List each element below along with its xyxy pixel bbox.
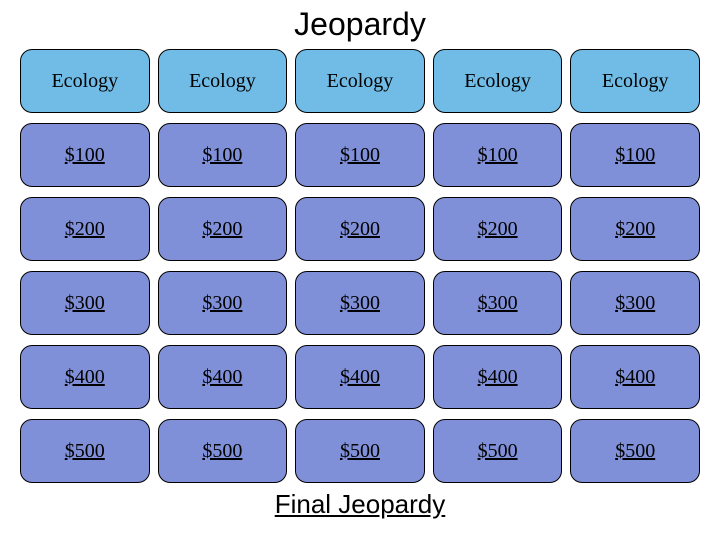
value-cell[interactable]: $100 [570, 123, 700, 187]
value-cell[interactable]: $300 [433, 271, 563, 335]
value-cell[interactable]: $200 [158, 197, 288, 261]
value-cell[interactable]: $100 [295, 123, 425, 187]
value-cell[interactable]: $500 [158, 419, 288, 483]
value-cell[interactable]: $200 [295, 197, 425, 261]
value-cell[interactable]: $300 [570, 271, 700, 335]
game-title: Jeopardy [0, 0, 720, 49]
value-cell[interactable]: $300 [20, 271, 150, 335]
value-cell[interactable]: $200 [570, 197, 700, 261]
value-cell[interactable]: $100 [20, 123, 150, 187]
value-cell[interactable]: $200 [20, 197, 150, 261]
category-header: Ecology [295, 49, 425, 113]
page: Jeopardy Ecology Ecology Ecology Ecology… [0, 0, 720, 540]
value-cell[interactable]: $400 [570, 345, 700, 409]
value-cell[interactable]: $300 [158, 271, 288, 335]
value-cell[interactable]: $400 [295, 345, 425, 409]
value-cell[interactable]: $500 [20, 419, 150, 483]
final-jeopardy-link[interactable]: Final Jeopardy [0, 489, 720, 520]
value-cell[interactable]: $400 [158, 345, 288, 409]
value-cell[interactable]: $400 [20, 345, 150, 409]
value-cell[interactable]: $100 [433, 123, 563, 187]
value-cell[interactable]: $100 [158, 123, 288, 187]
category-header: Ecology [570, 49, 700, 113]
value-cell[interactable]: $300 [295, 271, 425, 335]
value-cell[interactable]: $500 [295, 419, 425, 483]
category-header: Ecology [158, 49, 288, 113]
value-cell[interactable]: $400 [433, 345, 563, 409]
value-cell[interactable]: $500 [433, 419, 563, 483]
category-header: Ecology [20, 49, 150, 113]
jeopardy-board: Ecology Ecology Ecology Ecology Ecology … [20, 49, 700, 483]
category-header: Ecology [433, 49, 563, 113]
value-cell[interactable]: $500 [570, 419, 700, 483]
value-cell[interactable]: $200 [433, 197, 563, 261]
